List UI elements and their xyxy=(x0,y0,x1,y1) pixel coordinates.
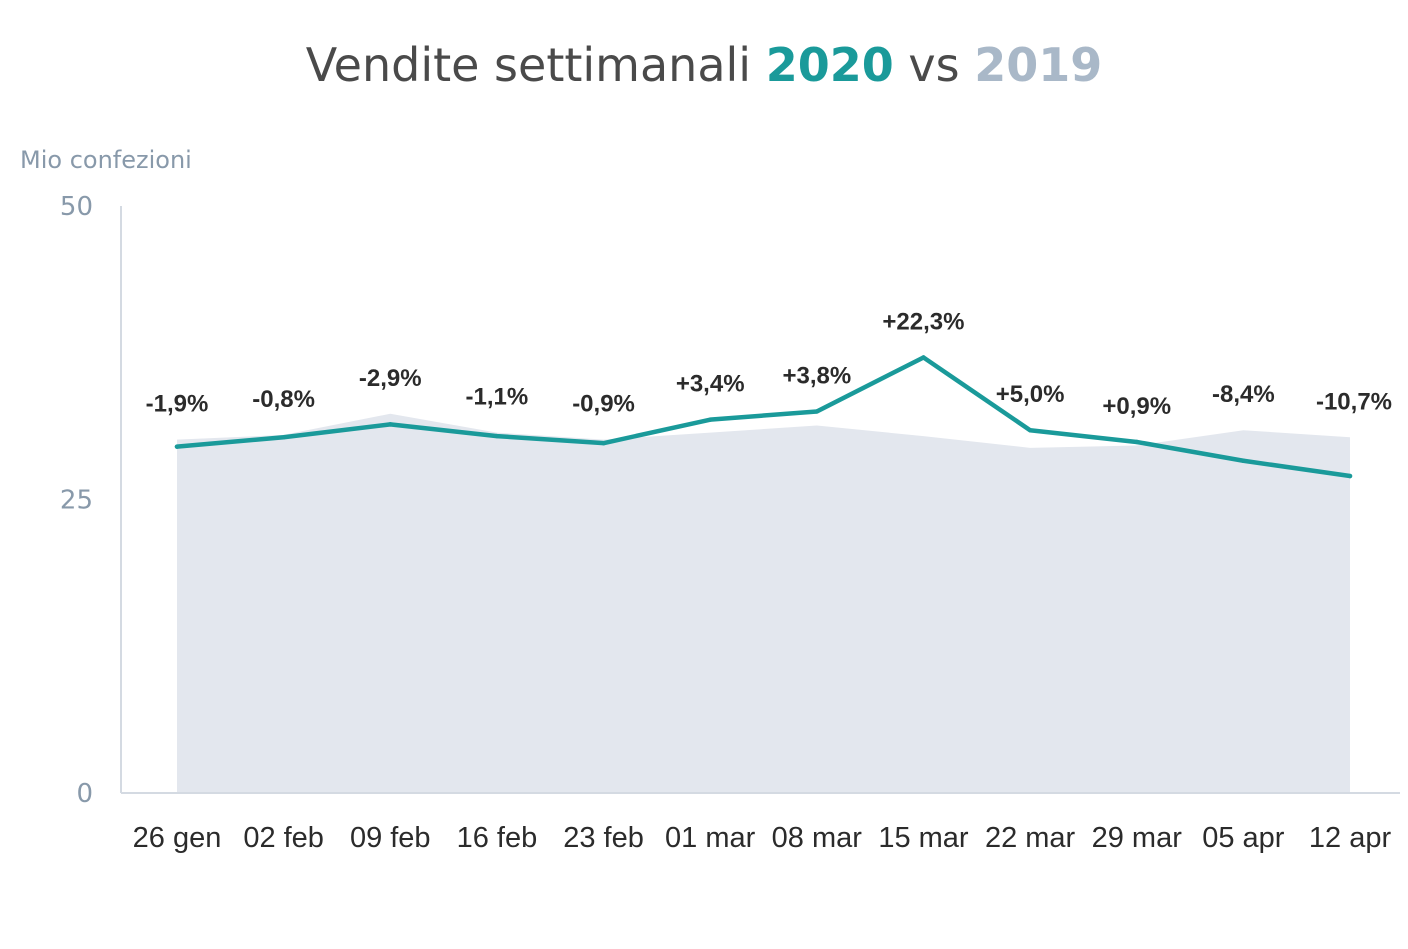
y-tick-label: 25 xyxy=(60,486,93,516)
x-tick-label: 16 feb xyxy=(457,822,538,854)
label-layer: -1,9% -0,8% -2,9% -1,1% -0,9% +3,4% +3,8% +22,3… xyxy=(146,308,1392,420)
x-tick-label: 22 mar xyxy=(985,822,1076,854)
x-tick-label: 01 mar xyxy=(665,822,756,854)
data-label: -8,4% xyxy=(1212,381,1275,408)
data-label: -1,9% xyxy=(146,391,209,418)
x-tick-label: 26 gen xyxy=(133,822,222,854)
data-label: -2,9% xyxy=(359,365,422,392)
series-2020-point xyxy=(1241,458,1246,463)
line-layer xyxy=(174,355,1353,479)
data-label: +3,4% xyxy=(676,371,745,398)
data-label: -0,8% xyxy=(252,386,315,413)
title-year-2020: 2020 xyxy=(765,38,894,92)
x-tick-label: 08 mar xyxy=(772,822,863,854)
series-2020-point xyxy=(1134,439,1139,445)
y-tick-label: 50 xyxy=(60,192,93,222)
series-2020-point xyxy=(281,435,286,440)
x-tick-label: 29 mar xyxy=(1092,822,1183,854)
series-2020-point xyxy=(174,444,180,449)
series-2020-line xyxy=(174,355,1353,479)
area-layer xyxy=(177,413,1350,793)
series-2020-point xyxy=(601,440,606,446)
title-prefix: Vendite settimanali xyxy=(305,38,752,92)
y-axis-label: Mio confezioni xyxy=(20,146,192,174)
data-label: +5,0% xyxy=(996,381,1065,408)
series-2020-point xyxy=(494,433,500,439)
x-tick-label: 02 feb xyxy=(243,822,324,854)
title-year-2019: 2019 xyxy=(974,38,1103,92)
series-2020-point xyxy=(388,422,393,427)
y-tick-label: 0 xyxy=(76,779,93,809)
data-label: +3,8% xyxy=(782,362,851,389)
title-vs: vs xyxy=(908,38,960,92)
chart-title: Vendite settimanali 2020 vs 2019 xyxy=(0,38,1408,92)
series-2020-point xyxy=(707,417,713,422)
series-2020-point xyxy=(814,409,820,414)
data-label: +22,3% xyxy=(882,308,964,335)
x-tick-label: 05 apr xyxy=(1202,822,1285,854)
x-tick-label: 12 apr xyxy=(1309,822,1392,854)
data-label: -10,7% xyxy=(1316,388,1392,415)
x-tick-label: 15 mar xyxy=(878,822,969,854)
x-tick-label: 09 feb xyxy=(350,822,431,854)
axis-layer: 0 25 50 26 gen 02 feb 09 feb 16 feb 23 feb 01 ma… xyxy=(60,192,1400,854)
x-tick-label: 23 feb xyxy=(563,822,644,854)
series-2019-area xyxy=(177,413,1350,793)
series-2020-point xyxy=(1347,473,1353,479)
series-2020-point xyxy=(1027,428,1033,433)
data-label: +0,9% xyxy=(1102,393,1171,420)
data-label: -0,9% xyxy=(572,391,635,418)
series-2020-point xyxy=(921,355,926,360)
data-label: -1,1% xyxy=(466,384,529,411)
